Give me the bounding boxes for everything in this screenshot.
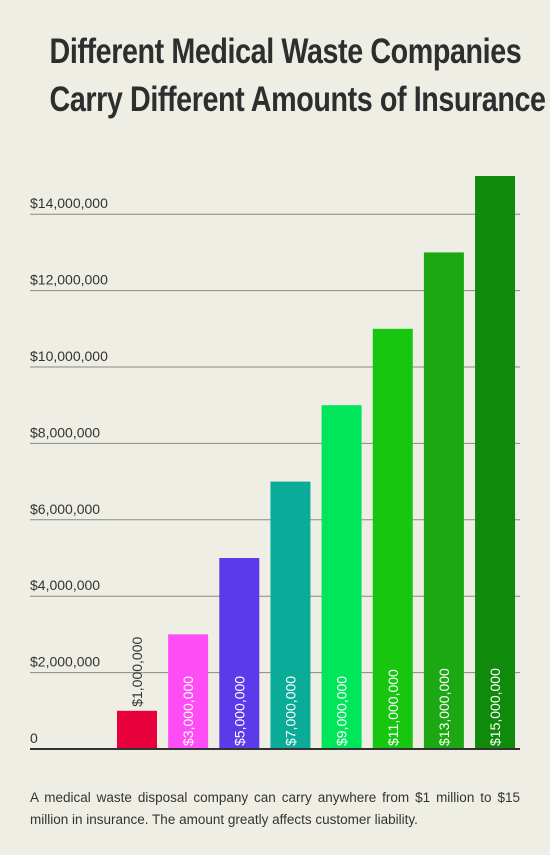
y-tick-label: $12,000,000	[30, 272, 108, 288]
bar-value-label: $15,000,000	[487, 668, 503, 746]
y-tick-label: $14,000,000	[30, 195, 108, 211]
bars	[117, 176, 516, 749]
bar	[321, 405, 362, 749]
chart-title-line-2: Carry Different Amounts of Insurance	[49, 80, 546, 119]
bar-chart: $1,000,000 $3,000,000 $5,000,000 $7,000,000…	[30, 176, 520, 750]
chart-caption: A medical waste disposal company can car…	[30, 790, 520, 827]
y-tick-label: $10,000,000	[30, 348, 108, 364]
bar-value-label: $13,000,000	[436, 668, 452, 746]
bar-value-label: $11,000,000	[385, 669, 401, 746]
y-tick-label: $8,000,000	[30, 424, 100, 440]
y-tick-label: $4,000,000	[30, 577, 100, 593]
bar-value-label: $7,000,000	[282, 676, 298, 746]
bar	[168, 634, 209, 749]
y-tick-label: 0	[30, 730, 38, 746]
y-axis-tick-labels: 0 $2,000,000 $4,000,000 $6,000,000 $8,000,00…	[30, 195, 108, 746]
bar	[219, 558, 260, 749]
y-tick-label: $2,000,000	[30, 654, 100, 670]
chart-title-line-1: Different Medical Waste Companies	[49, 32, 522, 71]
y-tick-label: $6,000,000	[30, 501, 100, 517]
chart-title: Different Medical Waste Companies Carry …	[49, 28, 546, 124]
bar-value-label: $3,000,000	[180, 676, 196, 746]
bar	[117, 710, 157, 749]
bar	[475, 176, 516, 749]
bar-value-label: $5,000,000	[231, 676, 247, 746]
bar	[423, 252, 464, 749]
bar-value-labels: $1,000,000 $3,000,000 $5,000,000 $7,000,000…	[129, 637, 503, 746]
bar	[372, 328, 413, 749]
bar-value-label: $9,000,000	[334, 676, 350, 746]
bar	[270, 481, 311, 749]
bar-value-label: $1,000,000	[129, 637, 145, 707]
